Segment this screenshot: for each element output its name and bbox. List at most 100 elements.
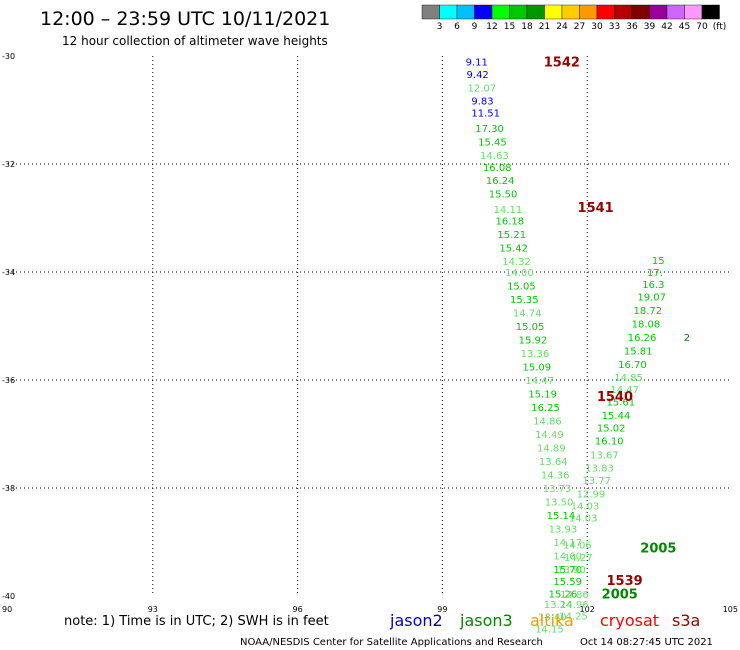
swh-value: 17. bbox=[647, 268, 663, 279]
swh-value: 14.25 bbox=[559, 611, 588, 622]
colorbar-swatch bbox=[579, 4, 598, 20]
swh-value: 13.83 bbox=[585, 463, 614, 474]
pass-time-label: 1539 bbox=[607, 574, 643, 589]
swh-value: 16.25 bbox=[531, 403, 560, 414]
swh-value: 12.07 bbox=[467, 83, 496, 94]
colorbar-swatch bbox=[561, 4, 580, 20]
colorbar-swatch bbox=[684, 4, 703, 20]
x-tick-label: 102 bbox=[580, 605, 595, 614]
y-tick-label: -32 bbox=[2, 160, 15, 169]
swh-values: 9.119.4212.079.8311.5117.3015.4514.6316.… bbox=[466, 57, 691, 635]
colorbar-swatch bbox=[456, 4, 475, 20]
swh-value: 14.89 bbox=[537, 444, 566, 455]
swh-value: 14.00 bbox=[505, 268, 534, 279]
colorbar-label: 45 bbox=[679, 22, 690, 32]
colorbar-label: (ft) bbox=[713, 22, 727, 32]
x-tick-label: 96 bbox=[293, 605, 303, 614]
colorbar-swatch bbox=[544, 4, 563, 20]
pass-time-label: 2005 bbox=[602, 587, 638, 602]
colorbar-swatch bbox=[509, 4, 528, 20]
swh-value: 15.14 bbox=[547, 511, 576, 522]
swh-value: 14.86 bbox=[533, 417, 562, 428]
swh-value: 14.27 bbox=[564, 553, 593, 564]
timestamp-text: Oct 14 08:27:45 UTC 2021 bbox=[580, 637, 713, 648]
swh-value: 15.21 bbox=[497, 230, 526, 241]
swh-value: 15.35 bbox=[510, 295, 539, 306]
swh-value: 16.70 bbox=[618, 360, 647, 371]
satellite-s3a: s3a bbox=[672, 611, 700, 630]
colorbar-label: 24 bbox=[556, 22, 568, 32]
swh-value: 15.05 bbox=[516, 322, 545, 333]
swh-value: 13.77 bbox=[582, 476, 611, 487]
colorbar-label: 33 bbox=[609, 22, 620, 32]
swh-value: 15.45 bbox=[478, 137, 507, 148]
colorbar-label: 12 bbox=[486, 22, 497, 32]
y-tick-label: -40 bbox=[2, 592, 15, 601]
swh-value: 15.92 bbox=[519, 336, 548, 347]
swh-value: 18.72 bbox=[634, 306, 663, 317]
axis-ticks: -30 -32 -34 -36 -38 -40 90 93 96 99 102 105 bbox=[2, 52, 738, 614]
swh-value: 14.03 bbox=[569, 514, 598, 525]
swh-value: 19.07 bbox=[637, 292, 666, 303]
credit-text: NOAA/NESDIS Center for Satellite Applica… bbox=[240, 637, 543, 648]
swh-value: 14.47 bbox=[525, 376, 554, 387]
colorbar-label: 42 bbox=[661, 22, 672, 32]
swh-value: 13.24 bbox=[544, 600, 573, 611]
satellite-altika: altika bbox=[530, 611, 574, 630]
swh-value: 14.03 bbox=[571, 501, 600, 512]
swh-value: 15.05 bbox=[507, 282, 536, 293]
swh-value: 13.73 bbox=[543, 484, 572, 495]
colorbar-swatch bbox=[439, 4, 458, 20]
colorbar-legend: 3 6 9 12 15 18 21 24 27 30 33 36 39 42 45 70 (ft) bbox=[421, 4, 727, 32]
colorbar-swatch bbox=[526, 4, 545, 20]
swh-value: 9.42 bbox=[467, 70, 489, 81]
swh-value: 14.36 bbox=[541, 471, 570, 482]
pass-time-label: 1541 bbox=[578, 201, 614, 216]
swh-value: 15.61 bbox=[607, 398, 636, 409]
colorbar-label: 9 bbox=[472, 22, 478, 32]
swh-value: 14.96 bbox=[560, 600, 589, 611]
swh-value: 15.50 bbox=[489, 190, 518, 201]
units-note: note: 1) Time is in UTC; 2) SWH is in fe… bbox=[64, 614, 329, 629]
chart-title: 12:00 – 23:59 UTC 10/11/2021 bbox=[40, 8, 330, 30]
colorbar-label: 30 bbox=[591, 22, 603, 32]
y-tick-label: -38 bbox=[2, 484, 15, 493]
swh-value: 13.50 bbox=[545, 498, 574, 509]
swh-value: 15.44 bbox=[602, 411, 631, 422]
colorbar-swatch bbox=[596, 4, 615, 20]
swh-value: 14.15 bbox=[535, 624, 564, 635]
colorbar-label: 15 bbox=[504, 22, 515, 32]
swh-value: 16.24 bbox=[486, 176, 515, 187]
swh-value: 12.99 bbox=[577, 489, 606, 500]
satellite-cryosat: cryosat bbox=[600, 611, 659, 630]
x-tick-label: 99 bbox=[437, 605, 447, 614]
colorbar-swatch bbox=[491, 4, 510, 20]
x-tick-label: 90 bbox=[2, 605, 12, 614]
swh-value: 14.74 bbox=[513, 309, 542, 320]
swh-value: 15.70 bbox=[553, 565, 582, 576]
swh-value: 14.63 bbox=[480, 151, 509, 162]
swh-value: 15 bbox=[652, 256, 665, 267]
x-tick-label: 105 bbox=[723, 605, 738, 614]
swh-value: 13.64 bbox=[539, 457, 568, 468]
swh-value: 14.60 bbox=[553, 552, 582, 563]
swh-value: 16.08 bbox=[483, 163, 512, 174]
colorbar-label: 3 bbox=[437, 22, 443, 32]
colorbar-label: 18 bbox=[521, 22, 533, 32]
swh-value: 16.26 bbox=[628, 333, 657, 344]
swh-value: 15.42 bbox=[499, 244, 528, 255]
colorbar-swatch bbox=[631, 4, 650, 20]
swh-value: 14.86 bbox=[560, 590, 589, 601]
y-tick-label: -30 bbox=[2, 52, 15, 61]
pass-time-label: 2005 bbox=[640, 541, 676, 556]
y-tick-label: -34 bbox=[2, 268, 15, 277]
swh-value: 9.83 bbox=[471, 96, 493, 107]
colorbar-swatch bbox=[649, 4, 668, 20]
colorbar-label: 6 bbox=[454, 22, 460, 32]
satellite-jason3: jason3 bbox=[459, 611, 513, 630]
colorbar-label: 27 bbox=[574, 22, 585, 32]
colorbar-swatch bbox=[474, 4, 493, 20]
satellite-legend: jason2 jason3 altika cryosat s3a bbox=[389, 611, 700, 630]
swh-value: 11.51 bbox=[471, 109, 500, 120]
swh-value: 16.18 bbox=[495, 217, 524, 228]
